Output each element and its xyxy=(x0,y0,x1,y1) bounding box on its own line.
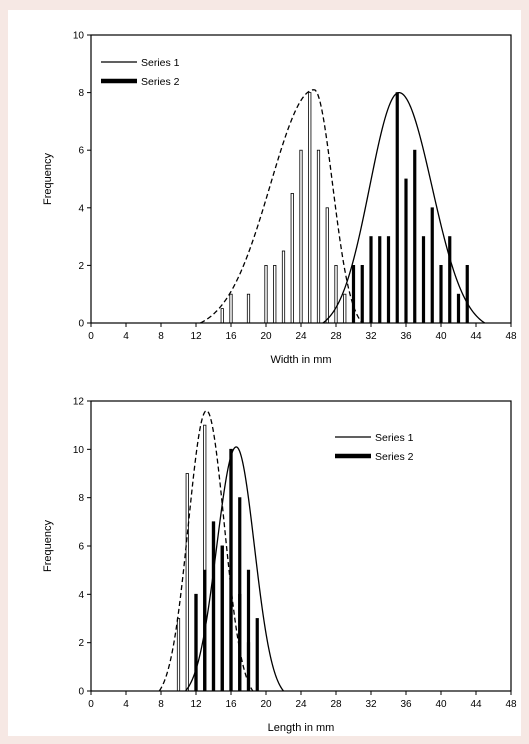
x-tick-label: 32 xyxy=(365,699,377,710)
bar xyxy=(465,264,469,324)
bar xyxy=(404,178,408,324)
y-tick-label: 10 xyxy=(73,445,85,456)
y-axis-label: Frequency xyxy=(42,520,54,572)
legend-label: Series 2 xyxy=(375,451,414,463)
legend: Series 1 Series 2 xyxy=(101,57,180,88)
bar xyxy=(281,250,286,324)
y-axis-label: Frequency xyxy=(42,153,54,205)
bar xyxy=(369,236,373,324)
bar xyxy=(343,293,347,324)
x-tick-label: 40 xyxy=(435,331,447,342)
bar xyxy=(220,308,224,324)
bar xyxy=(273,264,277,324)
bar xyxy=(386,236,391,324)
series-2-bars xyxy=(351,92,469,324)
bar xyxy=(430,207,434,324)
series-2-curve xyxy=(185,446,285,692)
bar xyxy=(456,293,461,324)
x-tick-label: 4 xyxy=(123,699,129,710)
x-tick-label: 28 xyxy=(330,331,342,342)
bar xyxy=(316,149,321,324)
bar xyxy=(421,236,426,324)
x-tick-label: 48 xyxy=(505,331,517,342)
y-tick-label: 10 xyxy=(73,31,85,42)
x-tick-label: 36 xyxy=(400,699,412,710)
y-tick-label: 4 xyxy=(78,203,84,214)
series-2-curve xyxy=(322,91,486,324)
y-tick-label: 2 xyxy=(78,261,84,272)
bar xyxy=(351,264,356,324)
legend-label: Series 2 xyxy=(141,76,180,88)
bar xyxy=(176,618,181,692)
x-tick-label: 12 xyxy=(190,331,202,342)
x-tick-label: 44 xyxy=(470,331,482,342)
x-tick-label: 12 xyxy=(190,699,202,710)
x-tick-label: 48 xyxy=(505,699,517,710)
x-tick-label: 16 xyxy=(225,699,237,710)
y-tick-label: 6 xyxy=(78,542,84,553)
x-tick-label: 20 xyxy=(260,331,272,342)
x-tick-label: 20 xyxy=(260,699,272,710)
legend-label: Series 1 xyxy=(375,432,414,444)
x-tick-label: 28 xyxy=(330,699,342,710)
y-tick-label: 0 xyxy=(78,687,84,698)
bar xyxy=(229,448,233,692)
x-tick-label: 36 xyxy=(400,331,412,342)
bar xyxy=(246,569,251,692)
series-1-curve xyxy=(200,89,363,324)
legend-label: Series 1 xyxy=(141,57,180,69)
y-tick-label: 12 xyxy=(73,397,85,408)
bar xyxy=(246,293,251,324)
bar xyxy=(211,521,216,692)
bar xyxy=(194,593,198,692)
bar xyxy=(264,264,268,324)
bar xyxy=(325,207,329,324)
bar xyxy=(238,497,242,692)
x-tick-label: 16 xyxy=(225,331,237,342)
y-tick-label: 8 xyxy=(78,493,84,504)
bar xyxy=(185,473,189,692)
x-tick-label: 8 xyxy=(158,699,164,710)
x-tick-label: 44 xyxy=(470,699,482,710)
x-tick-label: 32 xyxy=(365,331,377,342)
bar xyxy=(299,149,303,324)
y-tick-label: 4 xyxy=(78,590,84,601)
plot-frame xyxy=(90,400,512,692)
bar xyxy=(290,192,294,324)
bar xyxy=(229,293,233,324)
figure-page: 0 4 8 12 16 20 24 28 32 36 40 44 48 0 2 4 6 8 10 Width in m… xyxy=(8,10,521,736)
bar xyxy=(334,264,338,324)
bar xyxy=(220,545,224,692)
x-tick-label: 4 xyxy=(123,331,129,342)
x-tick-label: 24 xyxy=(295,331,307,342)
bar xyxy=(308,92,312,324)
y-tick-label: 0 xyxy=(78,319,84,330)
x-axis-label: Width in mm xyxy=(270,354,331,366)
y-tick-label: 6 xyxy=(78,146,84,157)
y-tick-label: 2 xyxy=(78,638,84,649)
x-tick-label: 24 xyxy=(295,699,307,710)
x-tick-label: 0 xyxy=(88,699,94,710)
x-tick-label: 40 xyxy=(435,699,447,710)
y-tick-label: 8 xyxy=(78,88,84,99)
bar xyxy=(413,149,417,324)
bar xyxy=(378,236,382,324)
series-1-curve xyxy=(158,410,254,692)
x-tick-label: 0 xyxy=(88,331,94,342)
bar xyxy=(395,92,399,324)
series-1-bars xyxy=(220,92,347,324)
legend: Series 1 Series 2 xyxy=(335,432,414,463)
bar xyxy=(448,236,452,324)
bar xyxy=(255,618,259,692)
x-tick-label: 8 xyxy=(158,331,164,342)
bar xyxy=(360,264,364,324)
x-axis-label: Length in mm xyxy=(268,722,335,734)
bar xyxy=(439,264,443,324)
